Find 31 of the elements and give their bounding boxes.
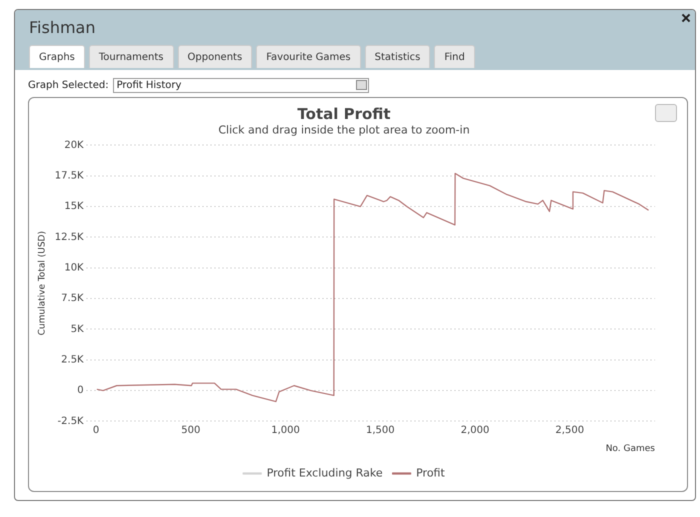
y-tick-label: 15K bbox=[64, 201, 84, 212]
chart-subtitle: Click and drag inside the plot area to zoom-in bbox=[218, 123, 470, 136]
text: Profit History bbox=[116, 80, 182, 91]
text: Favourite Games bbox=[256, 45, 361, 68]
legend-label: Profit Excluding Rake bbox=[266, 466, 383, 480]
y-axis-title: Cumulative Total (USD) bbox=[38, 231, 48, 336]
y-tick-label: 5K bbox=[70, 324, 84, 335]
text: Graph Selected: bbox=[28, 80, 109, 91]
x-tick-label: 1,500 bbox=[366, 424, 395, 436]
y-tick-label: 20K bbox=[64, 140, 84, 151]
y-tick-label: 2.5K bbox=[61, 354, 84, 366]
text: Fishman bbox=[29, 18, 96, 37]
y-tick-label: 17.5K bbox=[54, 170, 84, 182]
x-tick-label: 0 bbox=[92, 424, 100, 436]
text: Opponents bbox=[178, 45, 252, 68]
x-tick-label: 2,500 bbox=[555, 424, 584, 436]
y-tick-label: 10K bbox=[64, 262, 84, 274]
y-tick-label: 12.5K bbox=[54, 232, 84, 243]
legend-label: Profit bbox=[416, 466, 446, 480]
chart-title: Total Profit bbox=[297, 104, 391, 123]
text: Tournaments bbox=[88, 45, 174, 68]
text: Graphs bbox=[29, 45, 85, 68]
x-tick-label: 500 bbox=[181, 424, 200, 436]
x-tick-label: 1,000 bbox=[271, 424, 300, 436]
y-tick-label: 7.5K bbox=[61, 293, 84, 304]
x-axis-title: No. Games bbox=[606, 444, 656, 454]
text: Statistics bbox=[364, 45, 430, 68]
x-tick-label: 2,000 bbox=[460, 424, 490, 436]
y-tick-label: 0 bbox=[77, 385, 84, 396]
text: Find bbox=[434, 45, 475, 68]
y-tick-label: -2.5K bbox=[58, 416, 84, 427]
